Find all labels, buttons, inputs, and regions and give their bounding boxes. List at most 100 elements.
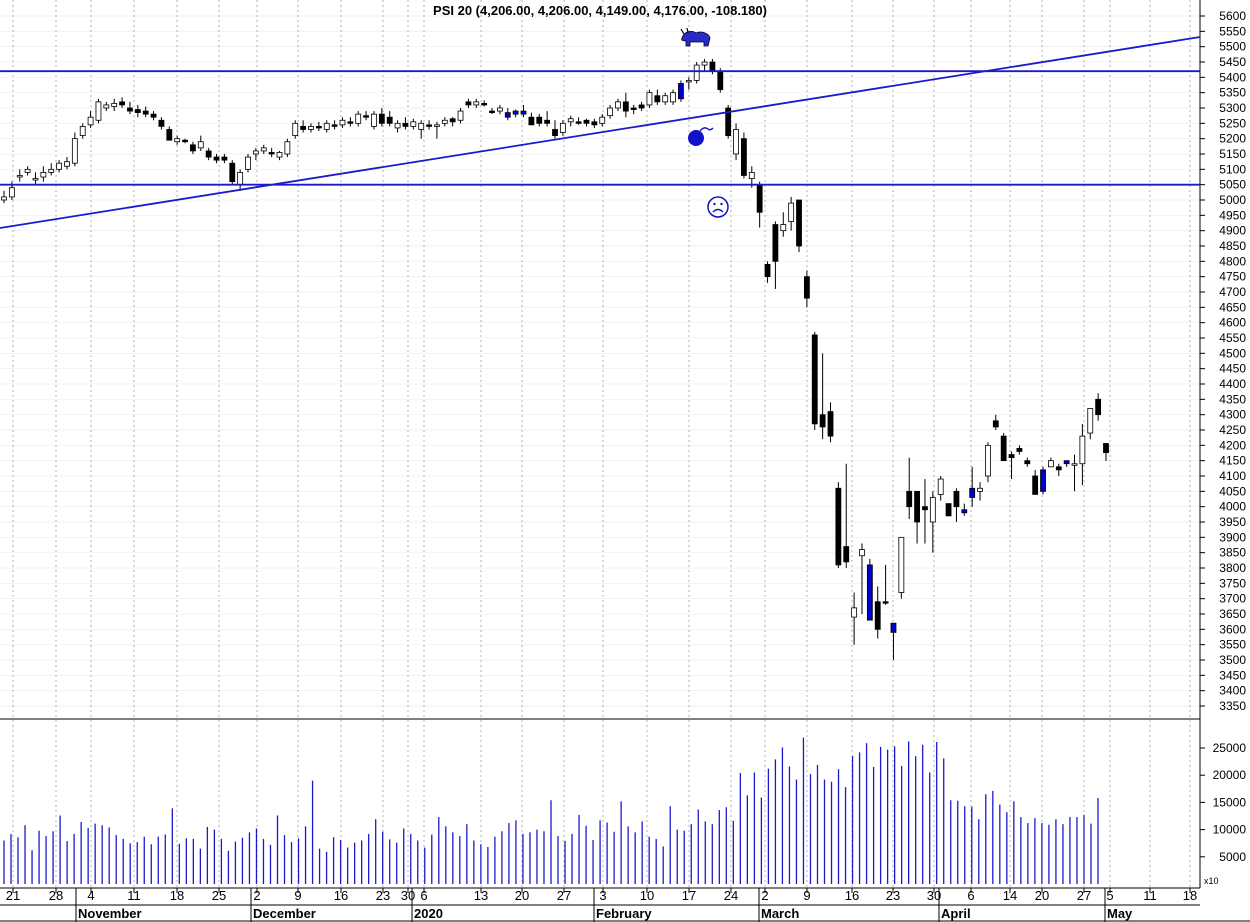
candle-body — [1008, 454, 1015, 458]
month-tick-label: May — [1107, 906, 1133, 921]
candle-body — [323, 122, 330, 130]
price-tick-label: 4700 — [1219, 285, 1246, 299]
price-tick-label: 4800 — [1219, 254, 1246, 268]
candle-body — [772, 224, 779, 262]
month-tick-label: March — [761, 906, 799, 921]
candle-body — [260, 147, 267, 152]
candle-body — [213, 156, 220, 161]
bomb-icon — [688, 127, 714, 146]
candle-body — [473, 101, 480, 106]
candle-body — [1040, 469, 1046, 492]
day-tick-label: 28 — [49, 888, 63, 903]
candle-body — [788, 202, 795, 222]
candle-body — [922, 506, 928, 511]
price-tick-label: 3500 — [1219, 653, 1246, 667]
candle-body — [512, 110, 519, 115]
candle-body — [725, 107, 732, 137]
candle-body — [394, 122, 401, 129]
candle-body — [615, 101, 621, 109]
candle-body — [229, 162, 236, 182]
price-tick-label: 3750 — [1219, 576, 1246, 590]
month-tick-label: February — [596, 906, 652, 921]
price-tick-label: 3850 — [1219, 546, 1246, 560]
day-tick-label: 10 — [640, 888, 654, 903]
price-tick-label: 4000 — [1219, 500, 1246, 514]
candle-body — [158, 119, 165, 127]
price-tick-label: 5050 — [1219, 178, 1246, 192]
candle-body — [764, 263, 771, 278]
day-tick-label: 18 — [1183, 888, 1197, 903]
candle-body — [654, 95, 661, 103]
vertical-grid-lines — [12, 0, 1191, 888]
month-tick-label: December — [253, 906, 316, 921]
candle-body — [559, 122, 566, 133]
candle-body — [237, 171, 244, 186]
candle-body — [1103, 443, 1109, 454]
date-axis: 21 28 4 11 18 25 2 9 16 23 30 6 13 20 27 3 10 17 24 2 9 16 23 3… — [6, 888, 1197, 922]
candle-body — [127, 107, 133, 112]
candle-body — [355, 113, 362, 124]
candle-body — [937, 478, 944, 495]
grid-lines — [0, 15, 1200, 707]
candle-body — [315, 126, 322, 129]
price-tick-label: 3550 — [1219, 638, 1246, 652]
candle-body — [678, 83, 684, 100]
price-tick-label: 4400 — [1219, 377, 1246, 391]
price-tick-label: 5450 — [1219, 55, 1246, 69]
candle-body — [890, 622, 897, 633]
candle-body — [449, 118, 456, 123]
day-tick-label: 20 — [515, 888, 529, 903]
day-tick-label: 14 — [1003, 888, 1017, 903]
candle-body — [835, 487, 842, 566]
volume-tick-label: 20000 — [1213, 768, 1247, 782]
candle-body — [583, 119, 590, 124]
day-tick-label: 17 — [682, 888, 696, 903]
day-tick-label: 21 — [6, 888, 20, 903]
candle-body — [819, 414, 826, 428]
candle-body — [32, 178, 39, 181]
candle-body — [71, 138, 78, 164]
candle-body — [961, 509, 968, 514]
candle-body — [426, 124, 432, 127]
price-tick-label: 5100 — [1219, 162, 1246, 176]
candle-body — [363, 115, 369, 118]
candle-body — [1055, 466, 1062, 471]
price-tick-label: 5600 — [1219, 9, 1246, 23]
day-tick-label: 9 — [294, 888, 301, 903]
price-tick-label: 5350 — [1219, 86, 1246, 100]
candle-body — [1000, 435, 1007, 462]
candle-body — [670, 92, 676, 103]
candle-body — [119, 101, 125, 106]
day-tick-label: 5 — [1106, 888, 1113, 903]
candle-body — [48, 168, 55, 173]
candle-body — [402, 122, 409, 127]
candle-body — [205, 150, 212, 158]
candle-body — [418, 122, 425, 130]
price-tick-label: 5400 — [1219, 70, 1246, 84]
candle-body — [685, 80, 692, 83]
candle-body — [16, 175, 23, 178]
candle-body — [174, 138, 181, 143]
candle-body — [914, 490, 920, 523]
volume-unit-label: x10 — [1204, 876, 1219, 886]
price-tick-label: 3400 — [1219, 684, 1246, 698]
month-tick-label: 2020 — [414, 906, 443, 921]
candle-body — [741, 138, 747, 176]
chart-title: PSI 20 (4,206.00, 4,206.00, 4,149.00, 4,… — [433, 3, 767, 18]
candle-body — [1032, 475, 1039, 495]
price-tick-label: 3900 — [1219, 530, 1246, 544]
candle-body — [882, 601, 889, 604]
candle-body — [1087, 408, 1094, 434]
candle-body — [599, 116, 606, 124]
candle-body — [182, 139, 188, 143]
volume-axis: 5000 10000 15000 20000 25000 — [1200, 741, 1246, 864]
volume-bars — [3, 737, 1099, 884]
candle-body — [339, 119, 346, 126]
candle-body — [166, 129, 173, 141]
day-tick-label: 18 — [170, 888, 184, 903]
price-tick-label: 4550 — [1219, 331, 1246, 345]
candle-body — [1, 196, 7, 201]
price-tick-label: 5150 — [1219, 147, 1246, 161]
day-tick-label: 24 — [724, 888, 738, 903]
